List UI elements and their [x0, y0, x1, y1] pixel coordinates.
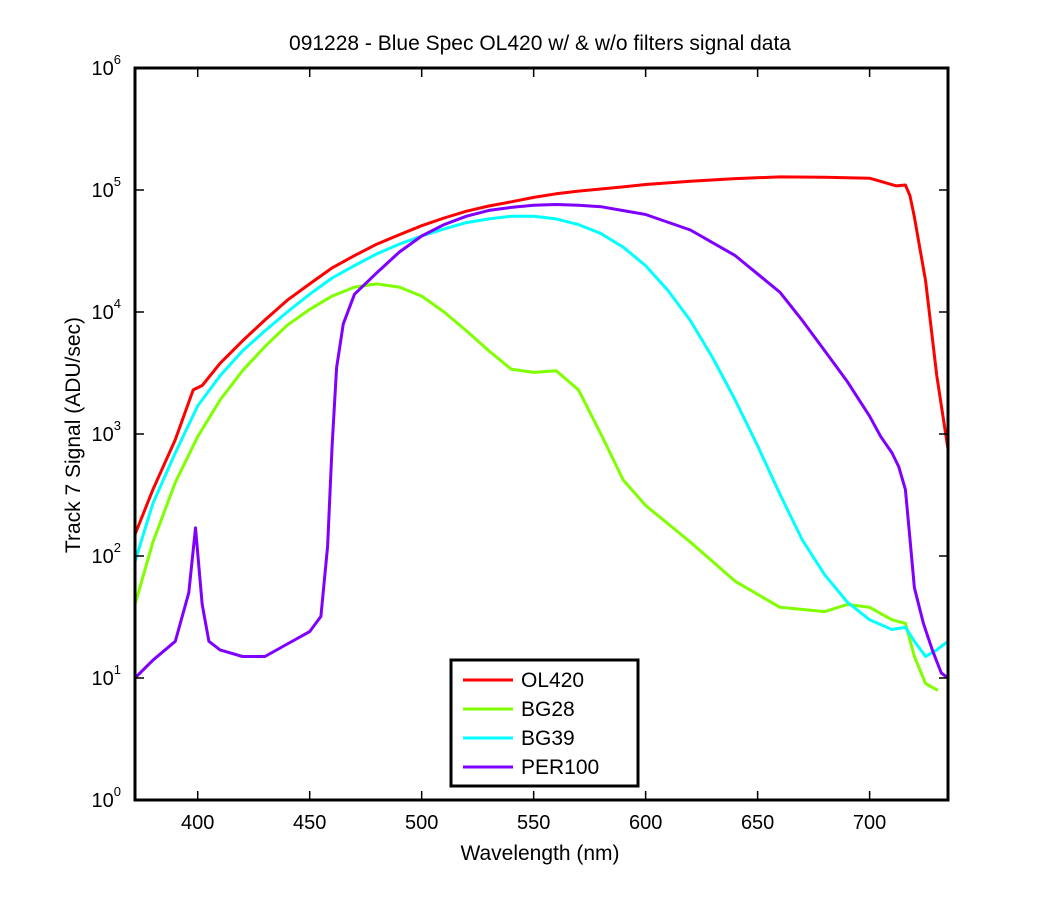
x-tick-label: 450: [293, 812, 326, 834]
y-tick-label: 105: [92, 174, 121, 202]
x-tick-label: 600: [629, 812, 662, 834]
y-tick-label: 101: [92, 662, 121, 690]
legend-label-bg39: BG39: [521, 727, 575, 750]
x-tick-label: 400: [181, 812, 214, 834]
series-lines: [135, 175, 948, 692]
axes: 400 450 500 550 600 650 700 100 101 102 103 104 105 1…: [92, 52, 950, 834]
series-line-bg39: [135, 214, 948, 658]
series-line-per100: [135, 203, 948, 680]
legend-label-per100: PER100: [521, 756, 599, 779]
series-line-ol420: [135, 175, 948, 536]
x-tick-label: 700: [853, 812, 886, 834]
y-axis-title: Track 7 Signal (ADU/sec): [62, 317, 85, 553]
legend-label-bg28: BG28: [521, 698, 575, 721]
y-tick-label: 102: [92, 540, 121, 568]
chart-title: 091228 - Blue Spec OL420 w/ & w/o filter…: [289, 32, 791, 55]
series-line-bg28: [135, 282, 939, 692]
x-tick-label: 650: [741, 812, 774, 834]
y-tick-label: 104: [92, 296, 121, 324]
y-tick-label: 106: [92, 52, 121, 80]
x-axis-title: Wavelength (nm): [460, 842, 619, 865]
x-tick-label: 550: [517, 812, 550, 834]
x-tick-label: 500: [405, 812, 438, 834]
y-tick-label: 100: [92, 784, 121, 812]
y-tick-label: 103: [92, 418, 121, 446]
legend: OL420 BG28 BG39 PER100: [449, 658, 640, 788]
legend-label-ol420: OL420: [521, 669, 584, 692]
